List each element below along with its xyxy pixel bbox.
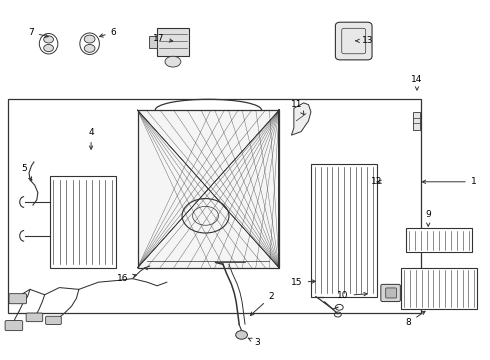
Text: 8: 8 (406, 311, 425, 327)
Bar (149, 36, 157, 48)
Text: 11: 11 (291, 100, 304, 114)
FancyBboxPatch shape (9, 294, 26, 304)
Polygon shape (292, 103, 311, 135)
Ellipse shape (39, 33, 58, 54)
Text: 12: 12 (371, 177, 383, 186)
Ellipse shape (80, 33, 99, 54)
Bar (157, 28, 189, 56)
Text: 1: 1 (422, 177, 476, 186)
FancyBboxPatch shape (386, 288, 396, 298)
Text: 2: 2 (250, 292, 274, 315)
Bar (311, 164, 377, 297)
Text: 7: 7 (28, 28, 48, 37)
Bar (8, 99, 421, 313)
Text: 17: 17 (153, 34, 173, 43)
Text: 10: 10 (337, 291, 367, 300)
FancyBboxPatch shape (5, 320, 23, 330)
Circle shape (236, 330, 247, 339)
FancyBboxPatch shape (335, 22, 372, 60)
Circle shape (84, 44, 95, 52)
Ellipse shape (165, 56, 181, 67)
Bar (138, 110, 279, 268)
Text: 5: 5 (21, 164, 32, 180)
Text: 14: 14 (411, 75, 423, 90)
Circle shape (84, 35, 95, 43)
Text: 9: 9 (425, 211, 431, 226)
FancyBboxPatch shape (46, 316, 61, 324)
FancyBboxPatch shape (26, 313, 43, 321)
Circle shape (44, 36, 53, 43)
Bar (401, 268, 477, 309)
Text: 6: 6 (99, 28, 117, 37)
Bar (49, 176, 116, 268)
Bar (406, 228, 472, 252)
Bar (413, 112, 420, 130)
FancyBboxPatch shape (381, 284, 400, 302)
Text: 3: 3 (248, 338, 260, 347)
Text: 15: 15 (291, 278, 316, 287)
Text: 13: 13 (356, 36, 373, 45)
Circle shape (44, 44, 53, 51)
Text: 16: 16 (117, 274, 136, 283)
Text: 4: 4 (88, 128, 94, 149)
